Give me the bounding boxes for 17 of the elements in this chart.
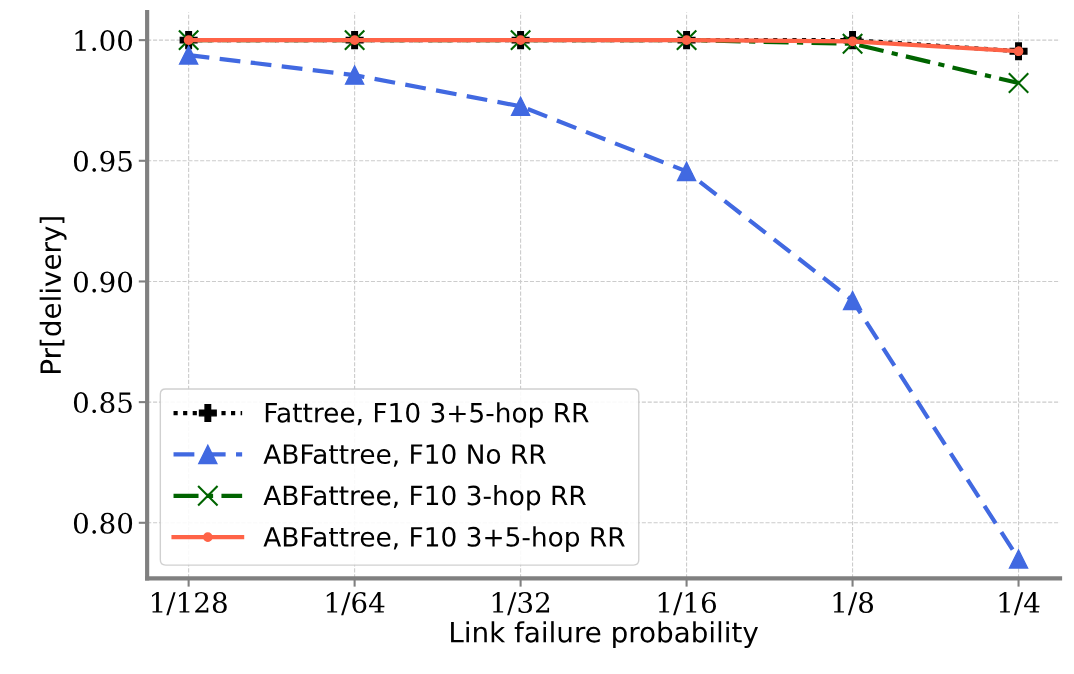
x-tick-label: 1/8 [833, 591, 874, 616]
x-tick-label: 1/64 [326, 591, 385, 616]
x-axis-title: Link failure probability [451, 621, 758, 649]
y-tick-label: 0.90 [73, 271, 133, 293]
legend-label: ABFattree, F10 3-hop RR [263, 484, 586, 511]
legend-label: ABFattree, F10 3+5-hop RR [263, 526, 625, 552]
y-tick-label: 0.95 [73, 150, 132, 172]
y-tick-label: 1.00 [75, 30, 133, 52]
legend-label: ABFattree, F10 No RR [263, 444, 546, 467]
x-tick-label: 1/4 [999, 591, 1040, 616]
x-tick-label: 1/16 [658, 591, 717, 616]
y-axis-title: Pr[delivery] [39, 217, 67, 373]
y-tick-label: 0.85 [73, 392, 132, 414]
legend-label: Fattree, F10 3+5-hop RR [265, 402, 589, 428]
x-tick-label: 1/128 [152, 591, 227, 616]
x-tick-label: 1/32 [492, 591, 550, 616]
y-tick-label: 0.80 [73, 512, 133, 534]
